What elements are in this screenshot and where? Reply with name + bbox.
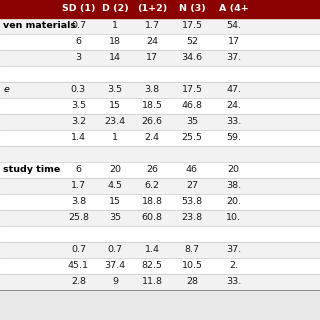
Text: 46.8: 46.8 [181,101,203,110]
Text: 82.5: 82.5 [141,261,163,270]
Text: 3.5: 3.5 [71,101,86,110]
Text: 17.5: 17.5 [181,85,203,94]
Bar [0,50,320,66]
Text: 14: 14 [109,53,121,62]
Text: 20: 20 [228,165,240,174]
Text: study time: study time [3,165,60,174]
Text: 1: 1 [112,21,118,30]
Text: e: e [3,85,9,94]
Bar [0,18,320,34]
Text: 45.1: 45.1 [68,261,89,270]
Text: 6.2: 6.2 [145,181,159,190]
Text: 26.6: 26.6 [141,117,163,126]
Text: 27: 27 [186,181,198,190]
Text: 47.: 47. [226,85,241,94]
Text: 33.: 33. [226,277,241,286]
Text: 33.: 33. [226,117,241,126]
Text: 2.4: 2.4 [145,133,159,142]
Bar [0,0,320,18]
Text: 59.: 59. [226,133,241,142]
Text: 1.7: 1.7 [145,21,159,30]
Text: 24.: 24. [226,101,241,110]
Text: 18.8: 18.8 [141,197,163,206]
Bar [0,98,320,114]
Bar [0,258,320,274]
Text: 17: 17 [228,37,240,46]
Text: 37.: 37. [226,245,241,254]
Text: 3.8: 3.8 [71,197,86,206]
Bar [0,210,320,226]
Bar [0,130,320,146]
Text: 2.: 2. [229,261,238,270]
Text: 6: 6 [76,37,81,46]
Text: 53.8: 53.8 [181,197,203,206]
Text: 35: 35 [109,213,121,222]
Text: 54.: 54. [226,21,241,30]
Text: 10.: 10. [226,213,241,222]
Text: 38.: 38. [226,181,241,190]
Text: (1+2): (1+2) [137,4,167,13]
Text: 3.5: 3.5 [108,85,123,94]
Bar [0,274,320,290]
Text: 46: 46 [186,165,198,174]
Text: 0.7: 0.7 [108,245,123,254]
Bar [0,242,320,258]
Bar [0,162,320,178]
Text: 26: 26 [146,165,158,174]
Text: 23.4: 23.4 [105,117,126,126]
Text: 15: 15 [109,197,121,206]
Bar [0,66,320,82]
Text: 17.5: 17.5 [181,21,203,30]
Text: 37.: 37. [226,53,241,62]
Text: 3.2: 3.2 [71,117,86,126]
Text: 0.7: 0.7 [71,245,86,254]
Bar [0,34,320,50]
Text: 10.5: 10.5 [181,261,203,270]
Text: 4.5: 4.5 [108,181,123,190]
Text: 6: 6 [76,165,81,174]
Text: 1.4: 1.4 [145,245,159,254]
Text: 18: 18 [109,37,121,46]
Text: 2.8: 2.8 [71,277,86,286]
Text: D (2): D (2) [102,4,129,13]
Text: 1.4: 1.4 [71,133,86,142]
Text: 9: 9 [112,277,118,286]
Text: A (4+: A (4+ [219,4,248,13]
Bar [0,82,320,98]
Text: 15: 15 [109,101,121,110]
Text: ven materials: ven materials [3,21,76,30]
Text: 3.8: 3.8 [144,85,160,94]
Text: 23.8: 23.8 [181,213,203,222]
Bar [0,226,320,242]
Text: 3: 3 [75,53,82,62]
Text: 25.8: 25.8 [68,213,89,222]
Text: 1: 1 [112,133,118,142]
Text: 60.8: 60.8 [141,213,163,222]
Text: 34.6: 34.6 [181,53,203,62]
Text: 8.7: 8.7 [185,245,199,254]
Text: 28: 28 [186,277,198,286]
Text: 35: 35 [186,117,198,126]
Bar [0,114,320,130]
Text: 0.7: 0.7 [71,21,86,30]
Bar [0,146,320,162]
Text: 17: 17 [146,53,158,62]
Text: 20.: 20. [226,197,241,206]
Text: SD (1): SD (1) [62,4,95,13]
Text: N (3): N (3) [179,4,205,13]
Text: 18.5: 18.5 [141,101,163,110]
Text: 25.5: 25.5 [181,133,203,142]
Bar [0,178,320,194]
Text: 20: 20 [109,165,121,174]
Text: 52: 52 [186,37,198,46]
Text: 1.7: 1.7 [71,181,86,190]
Bar [0,194,320,210]
Text: 11.8: 11.8 [141,277,163,286]
Text: 24: 24 [146,37,158,46]
Text: 0.3: 0.3 [71,85,86,94]
Text: 37.4: 37.4 [105,261,126,270]
